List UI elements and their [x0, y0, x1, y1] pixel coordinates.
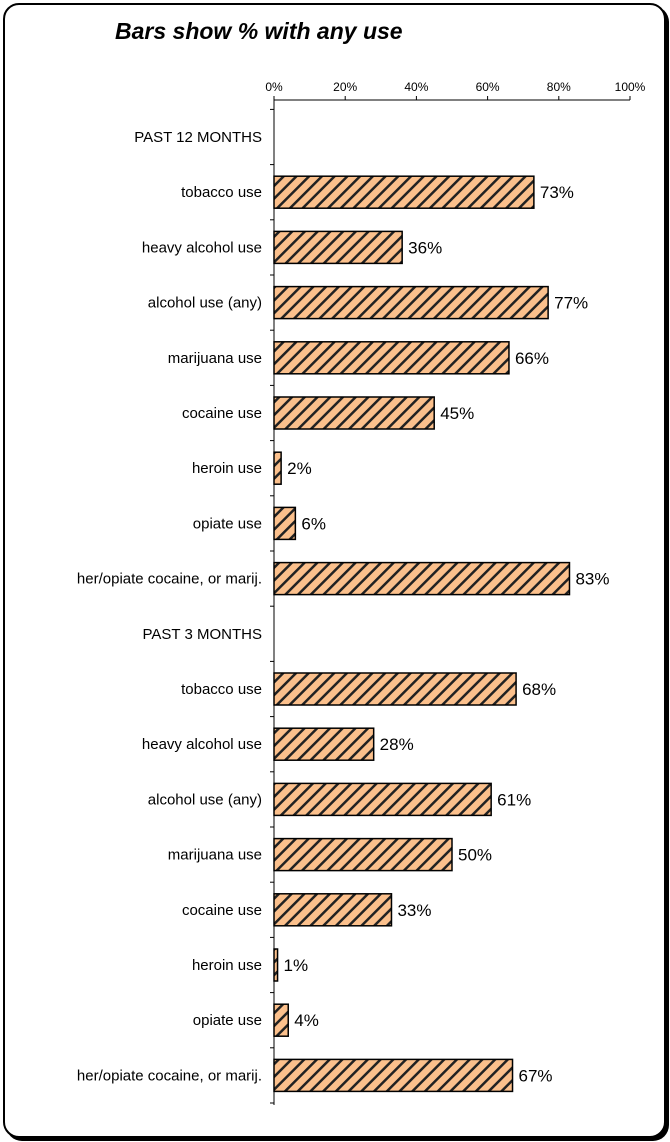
x-tick-label: 80% [547, 80, 571, 94]
x-tick-label: 40% [404, 80, 428, 94]
bar [273, 285, 549, 320]
bar [273, 561, 571, 596]
bar-value-label: 28% [380, 735, 414, 754]
category-label: her/opiate cocaine, or marij. [77, 1067, 262, 1084]
bar [273, 506, 297, 541]
bar [273, 1003, 289, 1037]
bar-value-label: 2% [287, 459, 312, 478]
bar [273, 782, 492, 817]
category-label: alcohol use (any) [148, 791, 262, 808]
bar [273, 837, 453, 872]
bar-value-label: 66% [515, 349, 549, 368]
category-label: her/opiate cocaine, or marij. [77, 571, 262, 588]
category-label: heroin use [192, 957, 262, 974]
bar [273, 396, 435, 430]
bar [273, 1058, 514, 1093]
bar [273, 341, 510, 375]
x-tick-label: 20% [333, 80, 357, 94]
bar-value-label: 61% [497, 790, 531, 809]
category-label: tobacco use [181, 681, 262, 698]
category-label: cocaine use [182, 902, 262, 919]
chart-title: Bars show % with any use [115, 18, 403, 44]
bar-value-label: 68% [522, 680, 556, 699]
category-label: marijuana use [168, 847, 262, 864]
category-label: opiate use [193, 1012, 262, 1029]
bar-value-label: 36% [408, 238, 442, 257]
category-label: cocaine use [182, 405, 262, 422]
category-label: marijuana use [168, 350, 262, 367]
bar [273, 451, 282, 485]
category-label: heroin use [192, 460, 262, 477]
bar [273, 230, 403, 265]
section-header-label: PAST 3 MONTHS [143, 626, 262, 643]
section-header-label: PAST 12 MONTHS [134, 129, 262, 146]
x-tick-label: 60% [476, 80, 500, 94]
bar [273, 948, 279, 982]
category-label: alcohol use (any) [148, 295, 262, 312]
category-label: tobacco use [181, 184, 262, 201]
bar-value-label: 67% [519, 1066, 553, 1085]
x-axis: 0% 20% 40% 60% 80% 100% [265, 80, 646, 1105]
bar-value-label: 83% [575, 570, 609, 589]
bar-value-label: 4% [294, 1011, 319, 1030]
bar-value-label: 45% [440, 404, 474, 423]
category-label: opiate use [193, 515, 262, 532]
bar [273, 175, 535, 209]
bar-value-label: 73% [540, 183, 574, 202]
bar-value-label: 33% [397, 901, 431, 920]
x-tick-label: 100% [615, 80, 646, 94]
bar-value-label: 77% [554, 294, 588, 313]
bar [273, 672, 517, 706]
bar-value-label: 1% [284, 956, 309, 975]
bar-value-label: 6% [301, 514, 326, 533]
category-label: heavy alcohol use [142, 736, 262, 753]
chart-rows: PAST 12 MONTHS tobacco use 73% heavy alcoho… [77, 129, 610, 1093]
bar [273, 893, 393, 927]
x-tick-label: 0% [265, 80, 283, 94]
bar [273, 727, 375, 761]
category-label: heavy alcohol use [142, 239, 262, 256]
bar-value-label: 50% [458, 846, 492, 865]
